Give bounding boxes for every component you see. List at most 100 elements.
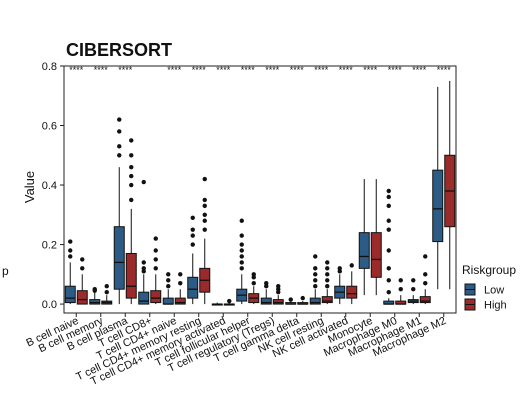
significance-label: **** (118, 65, 133, 75)
outlier-point (178, 281, 183, 286)
outlier-point (153, 236, 158, 241)
outlier-point (129, 182, 134, 188)
outlier-point (153, 257, 158, 262)
significance-label: **** (241, 65, 256, 75)
box-high (346, 263, 358, 305)
significance-label: **** (437, 65, 452, 75)
outlier-point (325, 266, 330, 271)
outlier-point (386, 194, 391, 200)
outlier-point (80, 266, 85, 271)
outlier-point (398, 278, 403, 283)
outlier-point (423, 281, 428, 286)
outlier-point (349, 263, 354, 268)
outlier-point (411, 286, 416, 292)
outlier-point (386, 227, 391, 232)
y-tick-label: 0.6 (42, 121, 57, 133)
outlier-point (92, 286, 97, 292)
outlier-point (129, 164, 134, 170)
outlier-point (166, 278, 171, 283)
outlier-point (129, 173, 134, 179)
outlier-point (251, 272, 256, 277)
significance-label: **** (167, 65, 182, 75)
box-low (285, 297, 297, 305)
outlier-point (68, 248, 73, 253)
box-iqr (272, 299, 284, 305)
outlier-point (251, 281, 256, 286)
box-iqr (138, 291, 150, 305)
outlier-point (398, 286, 403, 292)
outlier-point (276, 284, 281, 289)
box-iqr (89, 299, 101, 305)
outlier-point (239, 248, 244, 253)
outlier-point (202, 203, 207, 209)
outlier-point (153, 266, 158, 271)
outlier-point (80, 257, 85, 262)
legend-entry-low: Low (464, 283, 504, 297)
outlier-point (141, 260, 146, 265)
box-iqr (260, 297, 272, 305)
legend-label: High (484, 300, 507, 312)
box-iqr (125, 252, 137, 299)
box-iqr (321, 296, 333, 304)
outlier-point (313, 272, 318, 277)
outlier-point (129, 138, 134, 143)
box-iqr (187, 276, 199, 299)
outlier-point (386, 248, 391, 253)
outlier-point (239, 218, 244, 223)
outlier-point (190, 242, 195, 247)
outlier-point (239, 233, 244, 238)
significance-label: **** (265, 65, 280, 75)
y-tick-label: 0.8 (42, 61, 57, 73)
outlier-point (423, 254, 428, 259)
box-high (419, 254, 431, 305)
box-iqr (346, 285, 358, 299)
box-high (223, 298, 235, 306)
outlier-point (386, 278, 391, 283)
outlier-point (325, 272, 330, 277)
box-high (150, 236, 162, 305)
outlier-point (313, 284, 318, 289)
outlier-point (288, 297, 293, 302)
significance-label: **** (363, 65, 378, 75)
outlier-point (153, 248, 158, 253)
box-low (187, 215, 199, 305)
significance-label: **** (216, 65, 231, 75)
outlier-point (264, 281, 269, 286)
outlier-point (190, 215, 195, 220)
box-iqr (150, 290, 162, 304)
outlier-point (386, 266, 391, 271)
outlier-point (141, 179, 146, 185)
y-axis: 0.0 0.2 0.4 0.6 0.8 (42, 61, 64, 311)
box-low (407, 278, 419, 305)
chart-title: CIBERSORT (66, 40, 172, 60)
box-high (125, 138, 137, 305)
legend: Riskgroup Low High (462, 263, 516, 312)
box-low (334, 266, 346, 305)
legend-label: Low (484, 285, 504, 297)
box-low (89, 286, 101, 305)
outlier-point (313, 278, 318, 283)
box-iqr (370, 232, 382, 278)
box-iqr (174, 297, 186, 305)
outlier-point (141, 266, 146, 271)
outlier-point (68, 239, 73, 244)
box-high (76, 257, 88, 305)
outlier-point (386, 188, 391, 194)
outlier-point (202, 176, 207, 182)
outlier-point (166, 284, 171, 289)
box-high (272, 284, 284, 305)
box-low (236, 218, 248, 305)
outlier-point (190, 233, 195, 238)
box-high (174, 272, 186, 305)
outlier-point (202, 212, 207, 217)
outlier-point (313, 266, 318, 271)
outlier-point (202, 218, 207, 223)
outlier-point (325, 284, 330, 289)
outlier-point (104, 284, 109, 289)
significance-label: **** (412, 65, 427, 75)
outlier-point (202, 197, 207, 203)
y-tick-label: 0.0 (42, 299, 57, 311)
significance-label: **** (192, 65, 207, 75)
